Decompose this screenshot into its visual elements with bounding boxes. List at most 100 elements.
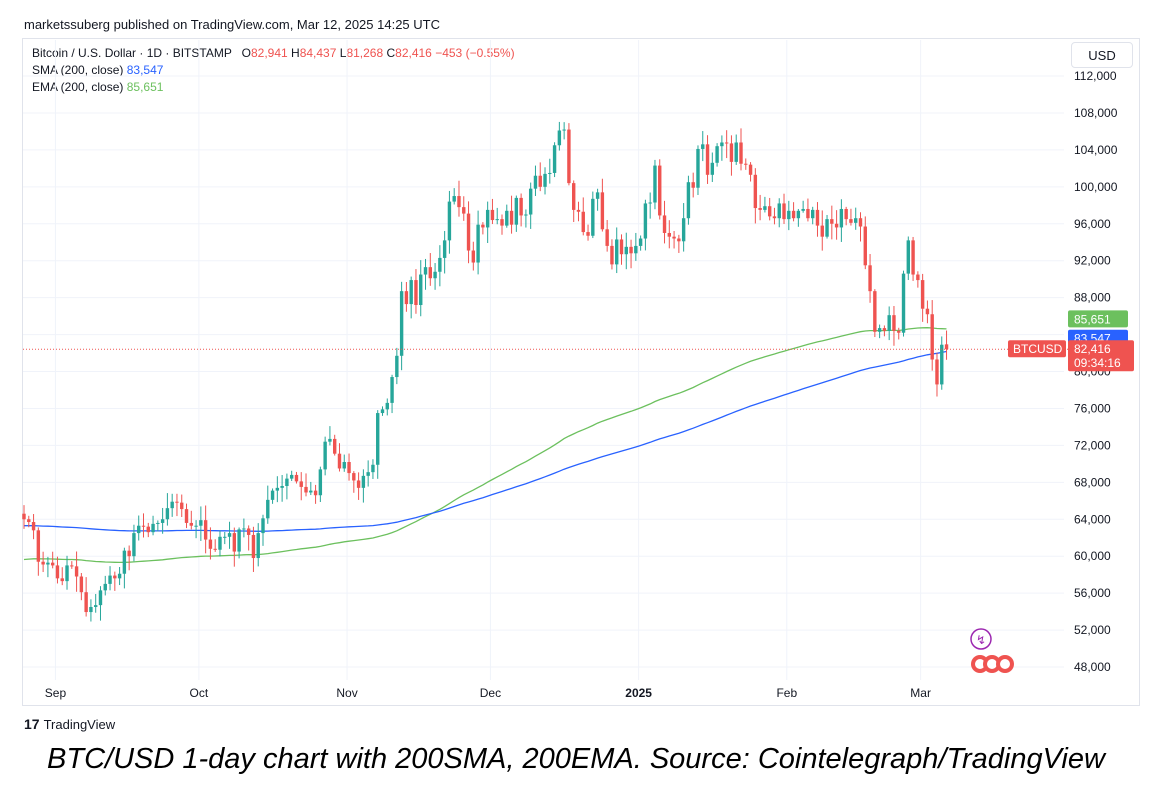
- time-tick-label: Nov: [336, 686, 357, 700]
- candle: [242, 518, 246, 538]
- candle: [84, 577, 88, 617]
- candle: [146, 522, 150, 538]
- price-badge-text: 82,416: [1074, 342, 1111, 356]
- candle-body: [882, 328, 887, 331]
- candle-body: [60, 578, 64, 582]
- candle-body: [744, 163, 748, 165]
- candle-body: [595, 192, 600, 199]
- candle-body: [849, 219, 853, 223]
- candle-body: [74, 566, 79, 577]
- candle: [447, 190, 452, 254]
- candle-body: [146, 526, 150, 533]
- candle-body: [681, 218, 686, 242]
- event-icons[interactable]: ↯: [970, 628, 1014, 673]
- legend-low-label: L: [339, 46, 347, 60]
- legend-ema-row[interactable]: EMA (200, close) 85,651: [32, 79, 515, 96]
- candle: [457, 180, 461, 217]
- candle-body: [772, 216, 777, 219]
- candle: [744, 158, 748, 170]
- candle-body: [309, 490, 313, 493]
- candle: [772, 207, 777, 225]
- candle: [361, 469, 366, 503]
- candle: [935, 352, 939, 397]
- legend-sma-row[interactable]: SMA (200, close) 83,547: [32, 62, 515, 79]
- legend-symbol[interactable]: Bitcoin / U.S. Dollar · 1D · BITSTAMP: [32, 46, 232, 60]
- candle-body: [619, 239, 624, 255]
- candle: [22, 505, 26, 529]
- candle: [653, 159, 657, 210]
- candle-body: [70, 565, 74, 567]
- candle-body: [801, 208, 805, 211]
- candle-body: [863, 226, 867, 266]
- candle: [854, 207, 858, 230]
- candle-body: [653, 165, 657, 203]
- candle: [567, 123, 571, 186]
- chart-frame: [22, 38, 1140, 706]
- candle-body: [485, 209, 490, 228]
- candle-body: [791, 210, 796, 219]
- chart-legend: Bitcoin / U.S. Dollar · 1D · BITSTAMP O8…: [32, 45, 515, 96]
- tradingview-logo[interactable]: 17 TradingView: [24, 716, 115, 732]
- candle: [591, 191, 595, 239]
- candle-body: [194, 525, 198, 527]
- candle-body: [108, 575, 112, 584]
- candle-body: [65, 565, 69, 582]
- candle: [509, 195, 514, 234]
- candle: [275, 476, 280, 503]
- candle-body: [825, 219, 829, 237]
- candle-body: [184, 509, 189, 523]
- candle-body: [834, 223, 839, 228]
- candle: [528, 182, 533, 229]
- candle-body: [151, 523, 155, 533]
- candle-body: [165, 508, 170, 520]
- candle: [55, 556, 60, 584]
- price-tick-label: 104,000: [1074, 143, 1118, 157]
- price-tick-label: 60,000: [1074, 549, 1111, 563]
- candle: [481, 222, 485, 235]
- candle-body: [414, 280, 418, 306]
- price-tick-label: 56,000: [1074, 586, 1111, 600]
- candle: [524, 209, 528, 228]
- candle: [151, 515, 155, 536]
- candle: [261, 514, 265, 546]
- ema-badge: 85,651: [1068, 310, 1128, 328]
- symbol-badge: BTCUSD: [1008, 340, 1066, 358]
- candle: [548, 158, 552, 184]
- candle: [65, 555, 69, 590]
- candle-body: [328, 438, 332, 442]
- candle: [562, 122, 566, 140]
- candle-body: [548, 172, 552, 174]
- candle-body: [519, 197, 523, 216]
- candle-body: [906, 240, 910, 274]
- candle: [313, 484, 318, 504]
- candle-body: [753, 174, 758, 209]
- candle: [46, 556, 50, 578]
- candle: [667, 220, 671, 249]
- published-line: marketssuberg published on TradingView.c…: [24, 17, 440, 32]
- candle: [328, 426, 332, 446]
- candle: [127, 545, 131, 571]
- candle-body: [873, 291, 877, 332]
- candle-body: [304, 486, 308, 493]
- candle: [256, 523, 260, 567]
- candle-body: [31, 522, 36, 531]
- candle-body: [180, 502, 184, 510]
- candle-body: [591, 198, 595, 236]
- time-tick-label: Oct: [190, 686, 209, 700]
- candle-body: [944, 344, 949, 350]
- candle: [309, 481, 313, 496]
- candle: [390, 374, 394, 414]
- candle: [404, 281, 409, 312]
- candle-body: [46, 562, 50, 565]
- candle-body: [27, 519, 31, 523]
- candle: [213, 539, 217, 552]
- currency-button[interactable]: USD: [1071, 42, 1133, 68]
- candle-body: [729, 143, 734, 162]
- candle-body: [232, 533, 237, 552]
- legend-sma-value: 83,547: [126, 63, 164, 77]
- candle-body: [409, 280, 413, 305]
- price-tick-label: 64,000: [1074, 512, 1111, 526]
- candle: [734, 134, 738, 165]
- candle: [681, 203, 686, 252]
